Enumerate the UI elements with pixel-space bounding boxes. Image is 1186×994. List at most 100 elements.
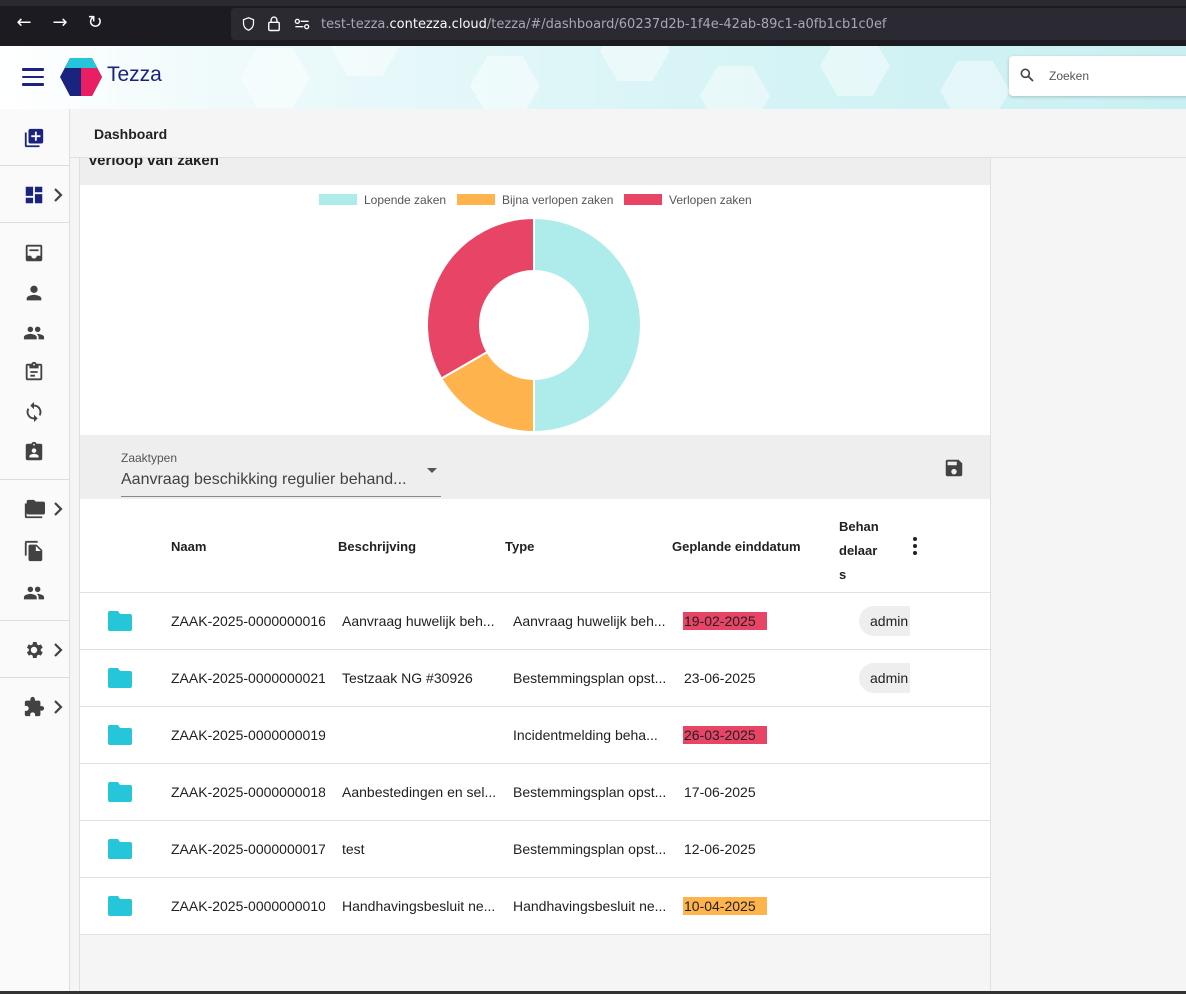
folder-icon[interactable] — [108, 668, 132, 688]
assignee-chip[interactable]: admin — [859, 663, 910, 693]
legend-swatch — [624, 194, 662, 205]
address-bar[interactable]: test-tezza.contezza.cloud/tezza/#/dashbo… — [231, 8, 1186, 40]
nav-sync[interactable] — [0, 397, 70, 427]
nav-folders[interactable] — [0, 494, 70, 524]
folder-icon[interactable] — [108, 839, 132, 859]
donut-slice-0[interactable] — [533, 217, 642, 433]
nav-group-cases[interactable] — [0, 318, 70, 348]
cell-einddatum: 10-04-2025 — [683, 897, 767, 915]
assignee-chip[interactable]: admin — [859, 606, 910, 636]
donut-chart[interactable] — [426, 217, 642, 433]
column-header-type[interactable]: Type — [505, 539, 535, 554]
nav-tasks[interactable] — [0, 357, 70, 387]
chart-legend: Lopende zaken Bijna verlopen zaken Verlo… — [80, 193, 990, 209]
legend-swatch — [319, 194, 357, 205]
nav-divider — [0, 620, 70, 621]
contacts-icon — [23, 586, 45, 600]
nav-divider — [0, 677, 70, 678]
nav-dashboards[interactable] — [0, 180, 70, 210]
cell-beschrijving: test — [342, 841, 365, 857]
zaaktypen-select[interactable]: Aanvraag beschikking regulier behand... — [121, 471, 407, 488]
legend-item-bijna-verlopen[interactable]: Bijna verlopen zaken — [457, 193, 613, 209]
column-header-einddatum[interactable]: Geplande einddatum — [672, 539, 801, 554]
table-row[interactable]: ZAAK-2025-0000000019 Incidentmelding beha… — [80, 706, 990, 763]
column-header-behandelaars[interactable]: Behandelaars — [839, 519, 879, 582]
folder-icon[interactable] — [108, 611, 132, 631]
folder-icon[interactable] — [108, 725, 132, 745]
cell-naam[interactable]: ZAAK-2025-0000000019 — [171, 727, 325, 743]
widget-header: Verloop van zaken — [80, 158, 990, 185]
cell-beschrijving: Testzaak NG #30926 — [342, 670, 473, 686]
url-subdomain: test-tezza. — [321, 17, 390, 32]
legend-label: Verlopen zaken — [669, 193, 752, 207]
reload-icon[interactable]: ↻ — [87, 12, 103, 33]
url-text[interactable]: test-tezza.contezza.cloud/tezza/#/dashbo… — [321, 17, 887, 32]
side-navigation — [0, 109, 70, 994]
legend-label: Lopende zaken — [364, 193, 447, 207]
table-row[interactable]: ZAAK-2025-0000000021 Testzaak NG #30926 Be… — [80, 649, 990, 706]
column-header-naam[interactable]: Naam — [171, 539, 207, 554]
menu-icon[interactable] — [22, 68, 44, 86]
header-pattern — [600, 46, 670, 81]
brand-name[interactable]: Tezza — [107, 63, 162, 86]
folder-icon[interactable] — [108, 896, 132, 916]
chevron-right-icon — [54, 502, 63, 516]
header-pattern — [700, 66, 770, 109]
folder-icon[interactable] — [108, 782, 132, 802]
folder-icon — [24, 499, 45, 519]
back-arrow-icon[interactable]: ← — [16, 12, 32, 33]
url-domain: contezza.cloud — [389, 17, 487, 32]
chart-area: Lopende zaken Bijna verlopen zaken Verlo… — [80, 185, 990, 435]
table-row[interactable]: ZAAK-2025-0000000010 Handhavingsbesluit n… — [80, 877, 990, 934]
save-icon[interactable] — [943, 457, 965, 479]
nav-extensions[interactable] — [0, 692, 70, 722]
table-row[interactable]: ZAAK-2025-0000000016 Aanvraag huwelijk be… — [80, 592, 990, 649]
permissions-icon[interactable] — [294, 18, 310, 30]
cell-naam[interactable]: ZAAK-2025-0000000016 — [171, 613, 325, 629]
cell-type: Bestemmingsplan opst... — [513, 670, 667, 686]
forward-arrow-icon[interactable]: → — [52, 12, 68, 33]
cell-beschrijving: Aanvraag huwelijk beh... — [342, 613, 495, 629]
inbox-icon — [25, 244, 43, 262]
nav-assigned-tasks[interactable] — [0, 437, 70, 467]
chevron-right-icon — [54, 700, 63, 714]
cell-naam[interactable]: ZAAK-2025-0000000021 — [171, 670, 325, 686]
url-path: /tezza/#/dashboard/60237d2b-1f4e-42ab-89… — [486, 17, 887, 32]
nav-my-cases[interactable] — [0, 278, 70, 308]
legend-item-verlopen[interactable]: Verlopen zaken — [624, 193, 752, 209]
nav-documents[interactable] — [0, 536, 70, 566]
chevron-right-icon — [54, 643, 63, 657]
nav-settings[interactable] — [0, 635, 70, 665]
more-vert-icon[interactable] — [908, 537, 922, 557]
header-pattern — [470, 56, 540, 109]
search-box[interactable]: Zoeken — [1009, 56, 1186, 96]
lock-icon[interactable] — [267, 15, 281, 32]
cell-naam[interactable]: ZAAK-2025-0000000018 — [171, 784, 325, 800]
shield-icon[interactable] — [241, 16, 256, 32]
cell-einddatum: 26-03-2025 — [683, 726, 767, 744]
header-pattern — [820, 46, 890, 96]
cell-beschrijving: Handhavingsbesluit ne... — [342, 898, 496, 914]
table-row[interactable]: ZAAK-2025-0000000018 Aanbestedingen en se… — [80, 763, 990, 820]
donut-slice-2[interactable] — [426, 217, 535, 380]
search-input[interactable]: Zoeken — [1049, 69, 1090, 83]
cell-naam[interactable]: ZAAK-2025-0000000017 — [171, 841, 325, 857]
nav-contacts[interactable] — [0, 578, 70, 608]
column-header-beschrijving[interactable]: Beschrijving — [338, 539, 417, 554]
nav-add-case[interactable] — [0, 123, 70, 153]
cell-type: Incidentmelding beha... — [513, 727, 658, 743]
nav-inbox[interactable] — [0, 238, 70, 268]
breadcrumb: Dashboard — [70, 109, 1186, 158]
table-row[interactable]: ZAAK-2025-0000000017 test Bestemmingsplan … — [80, 820, 990, 877]
zaaktypen-label: Zaaktypen — [121, 451, 178, 465]
legend-label: Bijna verlopen zaken — [502, 193, 614, 207]
chevron-down-icon[interactable] — [427, 468, 437, 473]
legend-item-lopende[interactable]: Lopende zaken — [319, 193, 446, 209]
sync-icon — [26, 401, 42, 423]
cell-einddatum: 19-02-2025 — [683, 612, 767, 630]
cell-naam[interactable]: ZAAK-2025-0000000010 — [171, 898, 325, 914]
widget-title: Verloop van zaken — [88, 158, 219, 169]
app-header: Tezza Zoeken — [0, 46, 1186, 109]
cell-type: Aanvraag huwelijk beh... — [513, 613, 666, 629]
legend-swatch — [457, 194, 495, 205]
